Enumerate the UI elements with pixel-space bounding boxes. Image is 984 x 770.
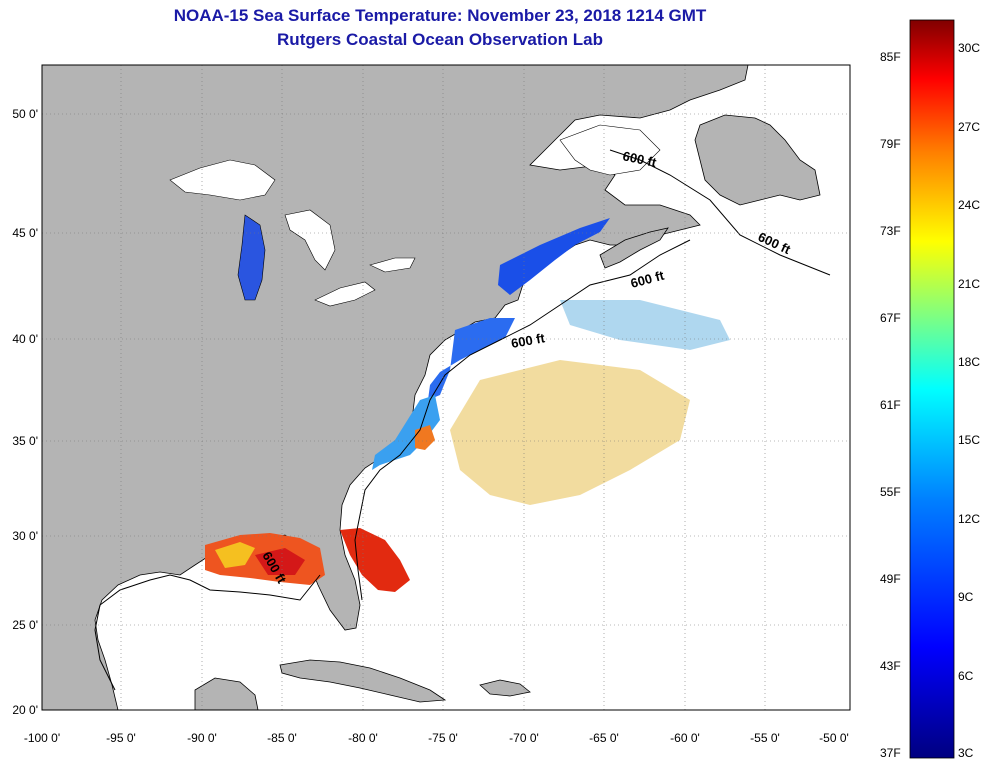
land-yucatan: [194, 677, 259, 710]
sst-cape-hatteras: [415, 425, 435, 450]
shelf-break-contour: [94, 149, 831, 691]
colorbar-f-label: 67F: [880, 311, 901, 325]
colorbar-f-label: 73F: [880, 224, 901, 238]
map-frame: [41, 64, 851, 711]
colorbar-c-label: 9C: [958, 590, 974, 604]
land-nova-scotia: [599, 227, 669, 269]
colorbar-c-label: 18C: [958, 355, 980, 369]
land-newfoundland: [694, 114, 821, 206]
colorbar-f-label: 79F: [880, 137, 901, 151]
contour-label: 600 ft: [510, 330, 547, 351]
colorbar-f-label: 61F: [880, 398, 901, 412]
colorbar-f-label: 49F: [880, 572, 901, 586]
lon-tick-label: -75 0': [428, 731, 458, 745]
lon-tick-label: -50 0': [819, 731, 849, 745]
colorbar: [909, 19, 955, 759]
colorbar-c-label: 3C: [958, 746, 974, 760]
colorbar-c-label: 24C: [958, 198, 980, 212]
sst-gulf-of-maine: [498, 218, 610, 295]
lon-tick-label: -85 0': [267, 731, 297, 745]
sst-carolinas: [372, 395, 440, 470]
sst-florida-atlantic: [340, 528, 410, 592]
lat-tick-label: 45 0': [12, 226, 38, 240]
lake-michigan: [237, 214, 266, 301]
map-subtitle: Rutgers Coastal Ocean Observation Lab: [277, 30, 603, 49]
lat-tick-label: 30 0': [12, 529, 38, 543]
lon-axis: -100 0' -95 0' -90 0' -85 0' -80 0' -75 …: [24, 731, 849, 745]
land-cuba: [279, 659, 447, 703]
lat-axis: 50 0' 45 0' 40 0' 35 0' 30 0' 25 0' 20 0…: [12, 107, 38, 717]
sst-mid-atlantic: [428, 318, 515, 400]
lake-ontario: [369, 257, 416, 273]
sst-scattered-atlantic-blue: [560, 300, 730, 350]
colorbar-c-label: 6C: [958, 669, 974, 683]
colorbar-c-label: 21C: [958, 277, 980, 291]
colorbar-f-label: 43F: [880, 659, 901, 673]
lat-tick-label: 40 0': [12, 332, 38, 346]
lat-tick-label: 35 0': [12, 434, 38, 448]
lake-superior: [169, 159, 276, 201]
sst-gulf-mexico-red: [255, 548, 305, 575]
colorbar-c-label: 27C: [958, 120, 980, 134]
sst-scattered-atlantic: [450, 360, 690, 505]
sst-gulf-mexico-yellow: [215, 542, 255, 568]
lat-tick-label: 20 0': [12, 703, 38, 717]
contour-label: 600 ft: [621, 148, 658, 170]
lake-erie: [314, 281, 376, 307]
lon-tick-label: -100 0': [24, 731, 60, 745]
land-hispaniola: [479, 679, 531, 697]
colorbar-c-label: 12C: [958, 512, 980, 526]
colorbar-c-label: 30C: [958, 41, 980, 55]
lon-tick-label: -90 0': [187, 731, 217, 745]
lat-tick-label: 50 0': [12, 107, 38, 121]
colorbar-f-label: 85F: [880, 50, 901, 64]
lat-tick-label: 25 0': [12, 618, 38, 632]
colorbar-c-label: 15C: [958, 433, 980, 447]
lon-tick-label: -80 0': [348, 731, 378, 745]
lon-tick-label: -55 0': [750, 731, 780, 745]
colorbar-fahrenheit-labels: 85F 79F 73F 67F 61F 55F 49F 43F 37F: [880, 50, 901, 760]
lon-tick-label: -95 0': [106, 731, 136, 745]
colorbar-f-label: 55F: [880, 485, 901, 499]
colorbar-f-label: 37F: [880, 746, 901, 760]
lake-huron: [284, 209, 336, 271]
lon-tick-label: -60 0': [670, 731, 700, 745]
map-title: NOAA-15 Sea Surface Temperature: Novembe…: [173, 6, 707, 25]
graticule: [42, 65, 850, 710]
colorbar-celsius-labels: 30C 27C 24C 21C 18C 15C 12C 9C 6C 3C: [958, 41, 980, 760]
lon-tick-label: -70 0': [509, 731, 539, 745]
lon-tick-label: -65 0': [589, 731, 619, 745]
